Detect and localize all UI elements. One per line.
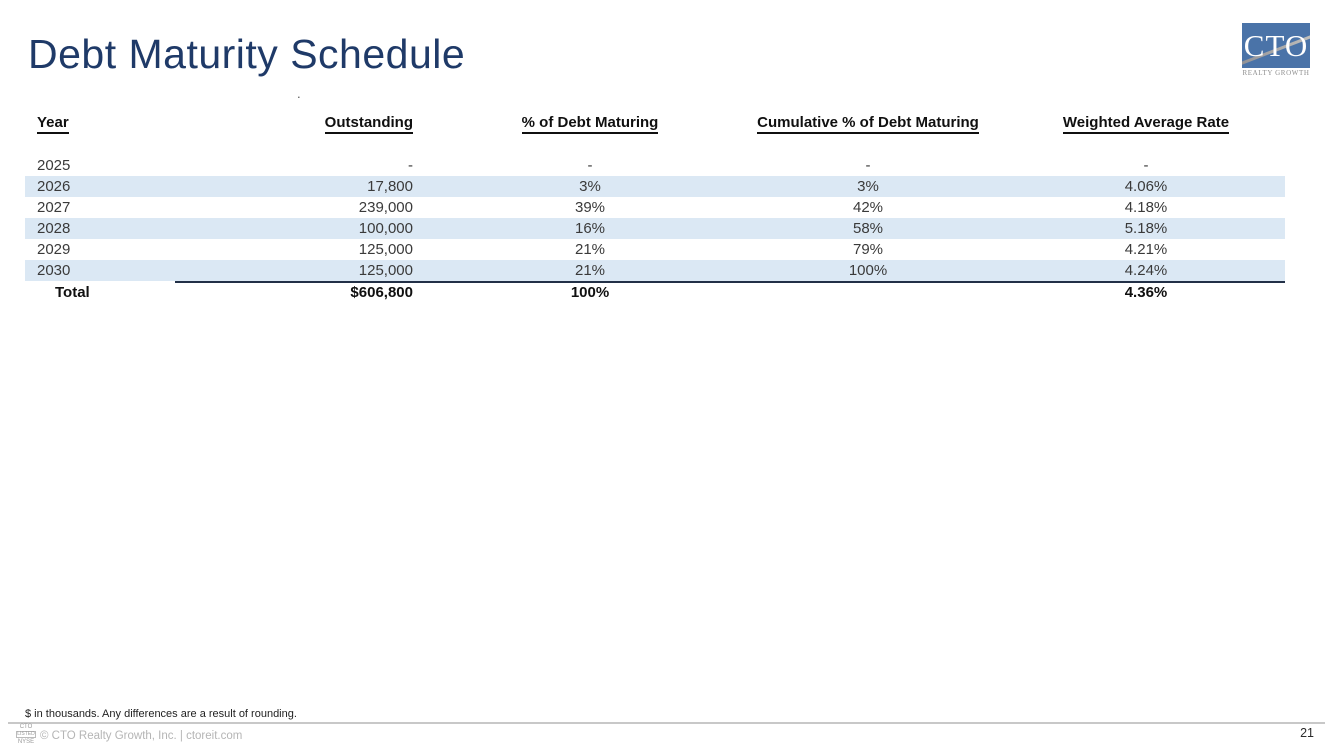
- row-pct-maturing: 21%: [574, 241, 606, 258]
- row-weighted-rate: -: [1143, 157, 1149, 174]
- row-outstanding: -: [408, 157, 413, 174]
- row-year: 2028: [37, 220, 71, 237]
- table-body: 2025 - - - - 2026 17,800 3% 3% 4.06% 202…: [25, 155, 1285, 283]
- row-pct-maturing: 16%: [574, 220, 606, 237]
- row-weighted-rate: 4.24%: [1007, 260, 1285, 283]
- row-year: 2026: [37, 178, 71, 195]
- total-weighted-rate: 4.36%: [1124, 284, 1168, 301]
- total-label: Total: [55, 284, 90, 301]
- footnote: $ in thousands. Any differences are a re…: [25, 708, 297, 720]
- cto-logo-mark: CTO: [1242, 23, 1310, 68]
- row-pct-maturing: 3%: [579, 178, 601, 195]
- table-row: 2028 100,000 16% 58% 5.18%: [25, 218, 1285, 239]
- total-cumulative: [729, 281, 1007, 304]
- table-row: 2029 125,000 21% 79% 4.21%: [25, 239, 1285, 260]
- table-header-row: Year Outstanding % of Debt Maturing Cumu…: [25, 113, 1285, 134]
- row-cumulative: -: [865, 157, 871, 174]
- row-outstanding: 239,000: [358, 199, 413, 216]
- row-cumulative: 79%: [852, 241, 884, 258]
- table-row: 2030 125,000 21% 100% 4.24%: [25, 260, 1285, 283]
- row-pct-maturing: 21%: [451, 260, 729, 283]
- header-outstanding-cell: Outstanding: [175, 113, 451, 134]
- row-year: 2029: [37, 241, 71, 258]
- badge-cto: CTO: [19, 724, 33, 730]
- copyright-text: © CTO Realty Growth, Inc. | ctoreit.com: [40, 730, 243, 742]
- header-pct-maturing-cell: % of Debt Maturing: [451, 113, 729, 134]
- row-outstanding: 125,000: [175, 260, 451, 283]
- header-pct-maturing: % of Debt Maturing: [521, 114, 659, 134]
- row-weighted-rate: 5.18%: [1124, 220, 1168, 237]
- row-weighted-rate: 4.21%: [1124, 241, 1168, 258]
- page-title: Debt Maturity Schedule: [28, 31, 466, 77]
- badge-nyse: NYSE: [17, 739, 35, 745]
- row-year: 2030: [37, 262, 71, 279]
- row-weighted-rate: 4.06%: [1124, 178, 1168, 195]
- total-pct-maturing: 100%: [570, 284, 610, 301]
- row-pct-maturing: 39%: [574, 199, 606, 216]
- header-outstanding: Outstanding: [324, 114, 413, 134]
- debt-maturity-table: Year Outstanding % of Debt Maturing Cumu…: [25, 113, 1285, 304]
- row-cumulative: 3%: [857, 178, 879, 195]
- table-total-row: Total $606,800 100% 4.36%: [25, 281, 1285, 304]
- logo-subtext: REALTY GROWTH: [1242, 69, 1310, 77]
- row-cumulative: 42%: [852, 199, 884, 216]
- row-weighted-rate: 4.18%: [1124, 199, 1168, 216]
- row-outstanding: 17,800: [367, 178, 413, 195]
- row-year: 2025: [37, 157, 71, 174]
- header-weighted-rate: Weighted Average Rate: [1062, 114, 1230, 134]
- row-cumulative: 58%: [852, 220, 884, 237]
- row-cumulative: 100%: [729, 260, 1007, 283]
- header-cumulative-cell: Cumulative % of Debt Maturing: [729, 113, 1007, 134]
- nyse-listed-badge: CTO LISTED NYSE: [16, 724, 36, 745]
- total-outstanding: $606,800: [350, 284, 413, 301]
- table-row: 2025 - - - -: [25, 155, 1285, 176]
- header-cumulative: Cumulative % of Debt Maturing: [757, 114, 979, 134]
- header-year-cell: Year: [25, 113, 175, 134]
- row-outstanding: 125,000: [358, 241, 413, 258]
- logo-text: CTO: [1243, 28, 1309, 63]
- badge-listed: LISTED: [16, 731, 36, 738]
- header-year: Year: [37, 114, 69, 134]
- page-number: 21: [1300, 726, 1314, 740]
- row-outstanding: 100,000: [358, 220, 413, 237]
- footer-divider: [8, 722, 1325, 724]
- header-weighted-rate-cell: Weighted Average Rate: [1007, 113, 1285, 134]
- stray-mark: .: [297, 86, 301, 101]
- row-pct-maturing: -: [587, 157, 593, 174]
- row-year: 2027: [37, 199, 71, 216]
- table-row: 2026 17,800 3% 3% 4.06%: [25, 176, 1285, 197]
- cto-realty-growth-logo: CTO REALTY GROWTH: [1242, 23, 1310, 77]
- table-row: 2027 239,000 39% 42% 4.18%: [25, 197, 1285, 218]
